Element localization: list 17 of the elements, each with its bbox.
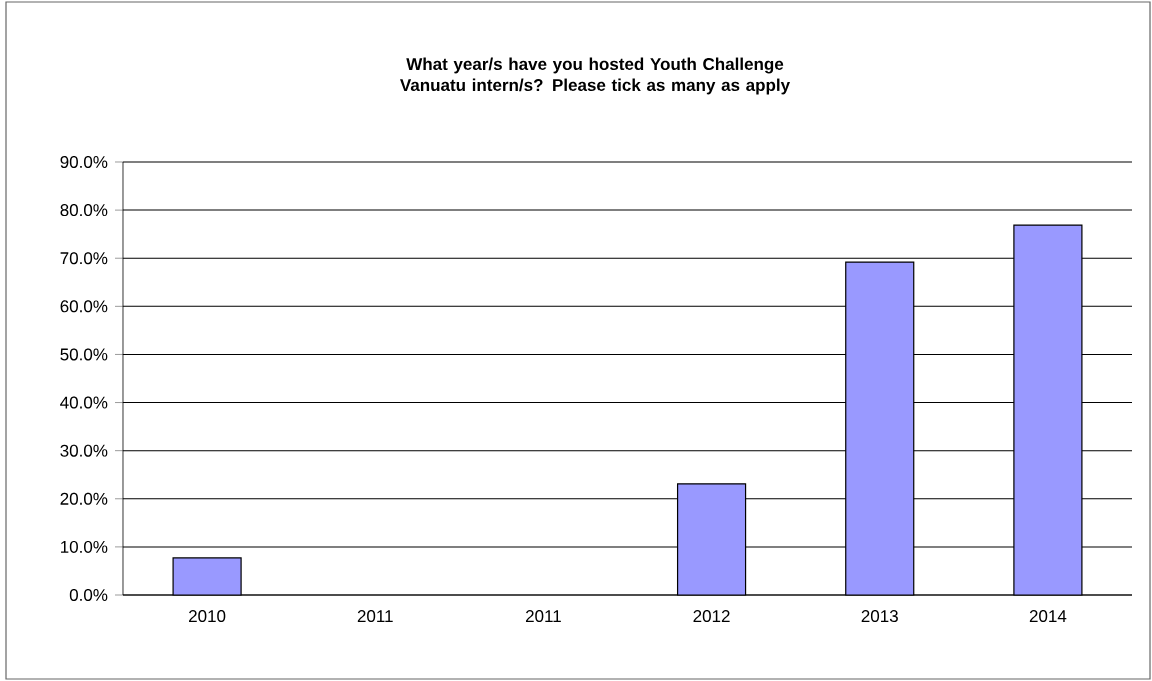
x-tick-label: 2010 — [189, 610, 226, 623]
y-tick-label: 10.0% — [61, 540, 108, 553]
y-tick-label: 0.0% — [69, 588, 108, 602]
y-tick-label: 40.0% — [60, 396, 108, 409]
x-tick-label: 2011 — [525, 610, 561, 623]
y-tick-label: 80.0% — [60, 204, 108, 217]
x-tick-label: 2014 — [1029, 610, 1067, 623]
y-tick-label: 30.0% — [60, 444, 108, 457]
y-tick-label: 70.0% — [60, 252, 108, 265]
y-tick-label: 50.0% — [60, 348, 108, 361]
x-tick-label: 2012 — [693, 610, 730, 623]
y-tick-label: 60.0% — [60, 300, 108, 313]
x-tick-label: 2013 — [861, 610, 898, 623]
y-tick-label: 20.0% — [60, 492, 108, 505]
chart-title: What year/s have you hosted Youth Challenge Vanuatu intern/s? Please tick as many as apply — [400, 57, 791, 95]
x-tick-label: 2011 — [357, 610, 393, 623]
y-tick-label: 90.0% — [60, 155, 108, 169]
